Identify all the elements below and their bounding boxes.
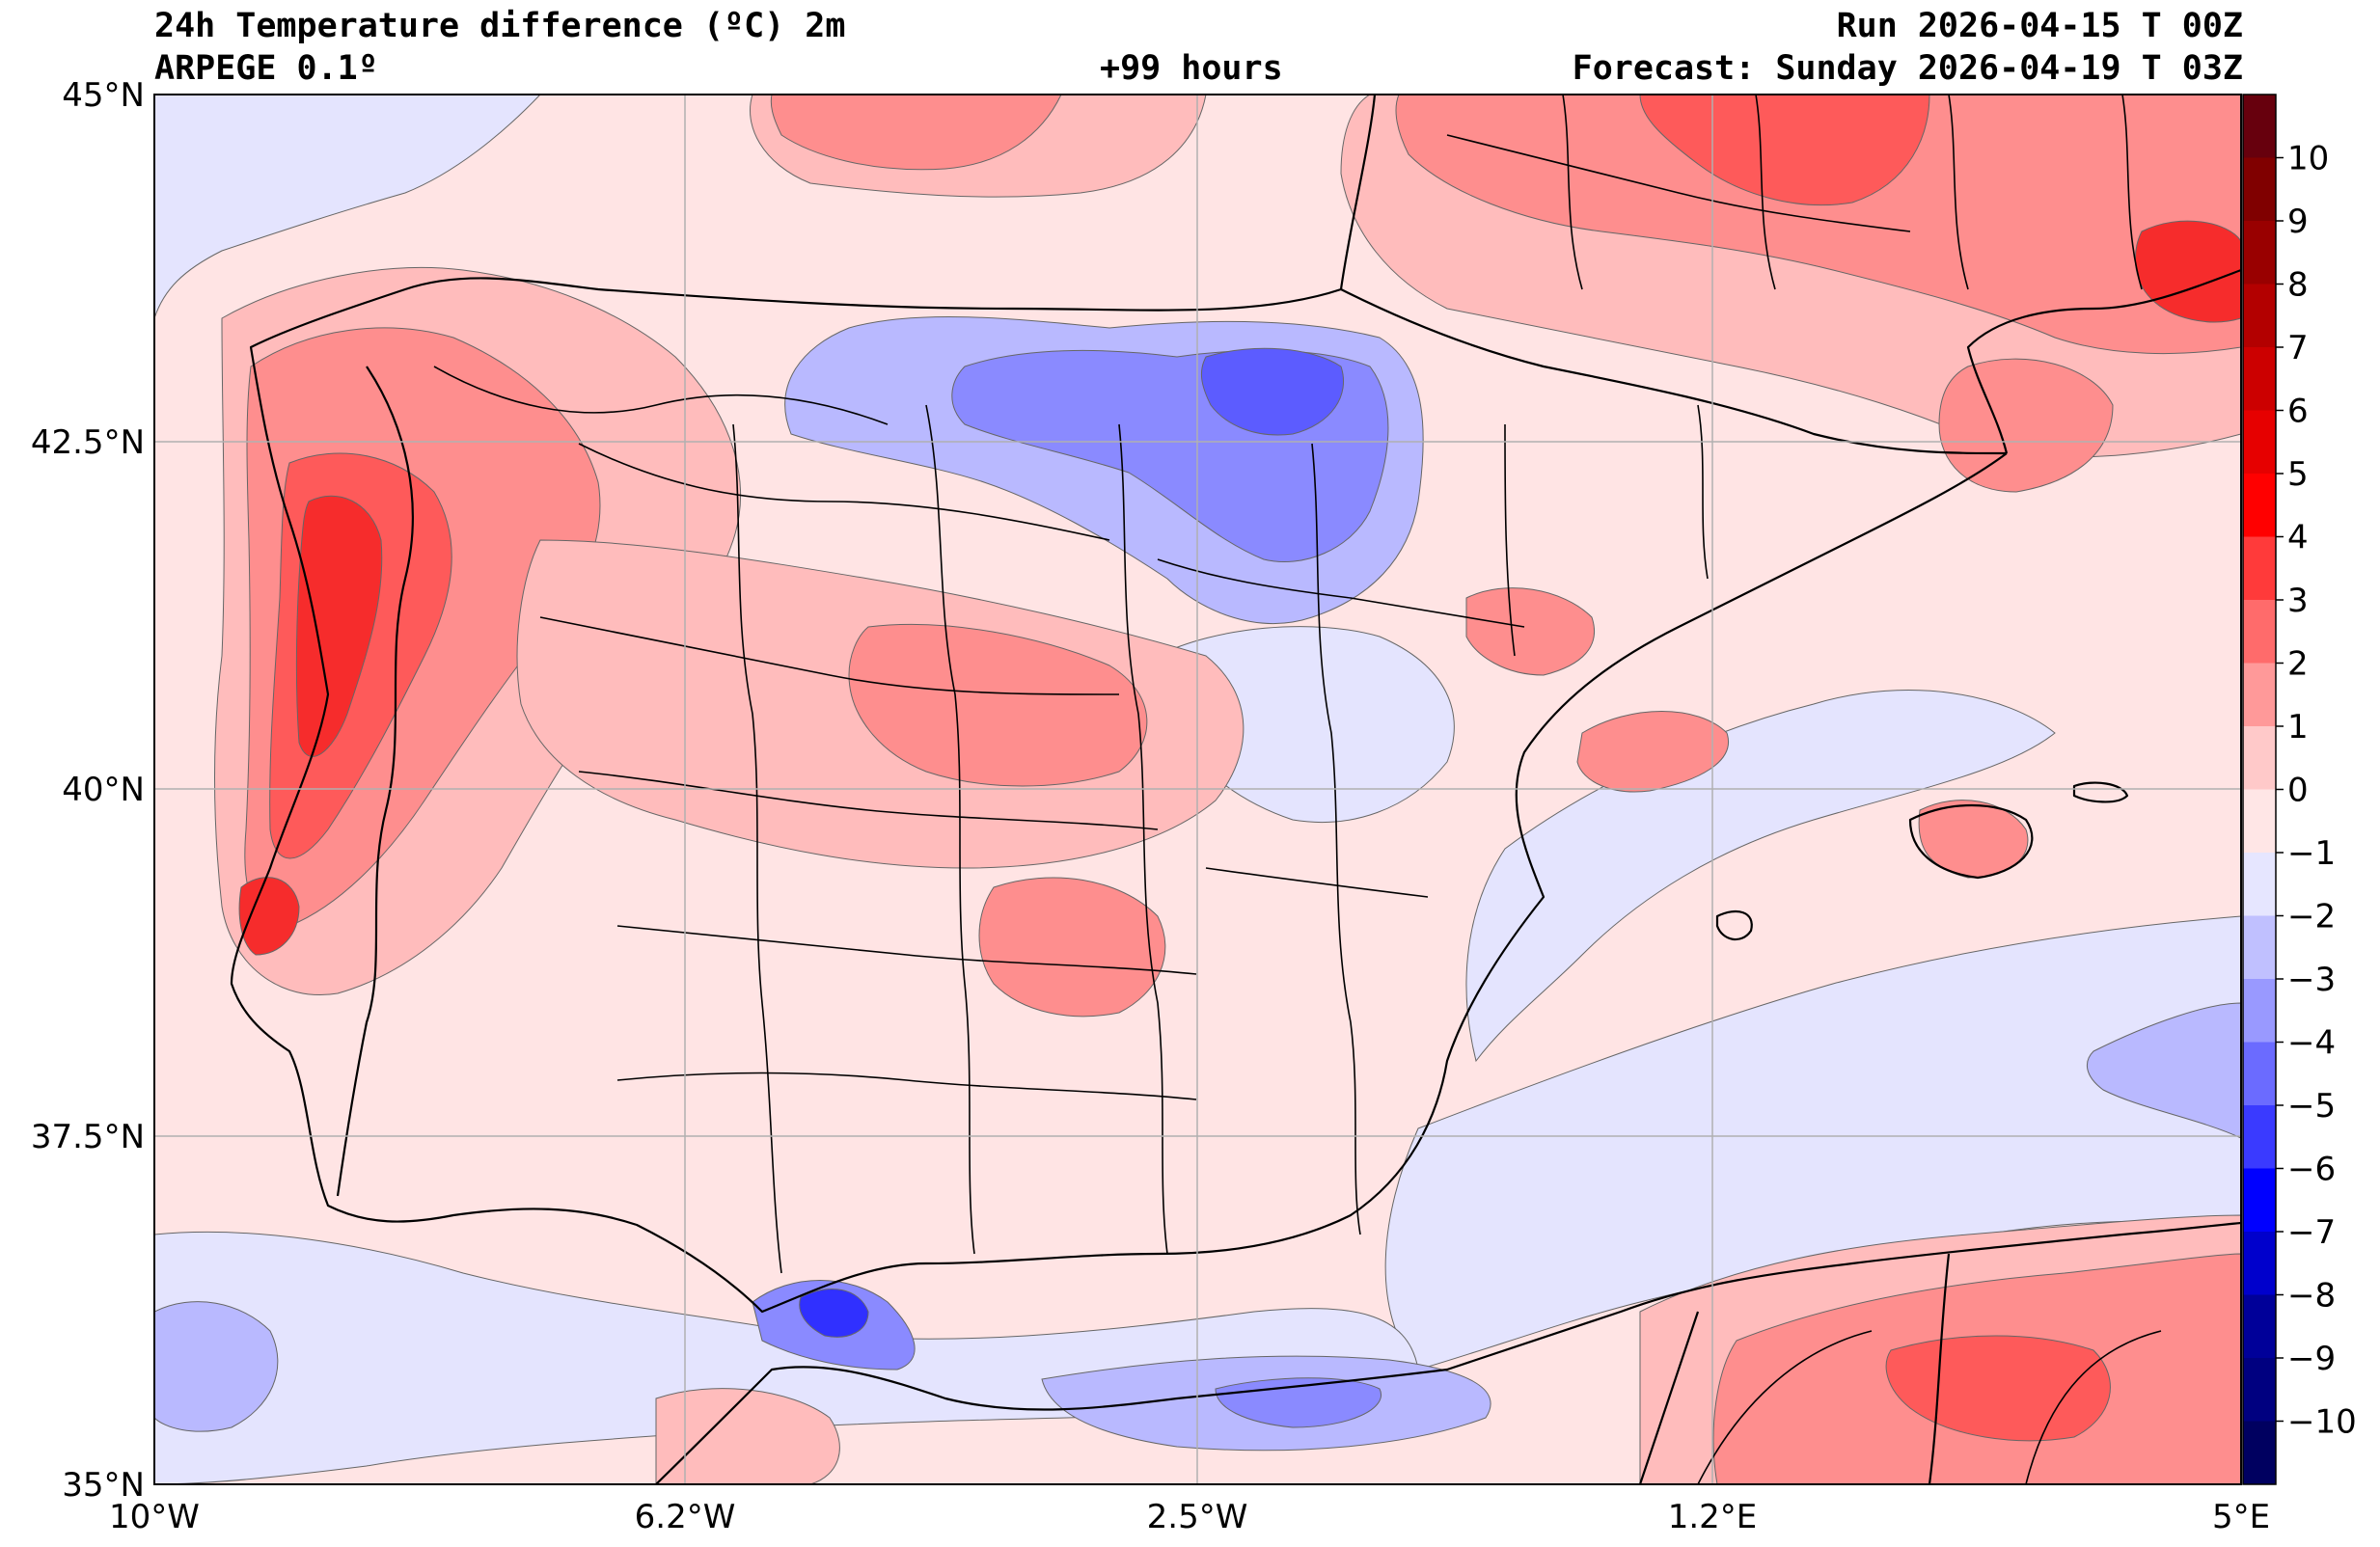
lon-label-5e: 5°E (2212, 1498, 2270, 1536)
colorbar-swatch (2243, 284, 2276, 348)
colorbar-tick-label: 10 (2287, 140, 2329, 178)
colorbar-swatch (2243, 1105, 2276, 1169)
model-label: ARPEGE 0.1º (154, 49, 378, 88)
colorbar-tick-label: −2 (2287, 898, 2336, 936)
warm-anomaly-castellon (1576, 711, 1729, 793)
lead-time-label: +99 hours (1100, 49, 1283, 88)
coastline-mallorca (1908, 803, 2034, 880)
warm-anomaly-castilla-mancha (978, 877, 1166, 1018)
colorbar-tick-label: −4 (2287, 1024, 2336, 1063)
colorbar-swatch (2243, 1168, 2276, 1233)
colorbar-tick-label: 8 (2287, 266, 2309, 305)
border-spain-portugal (336, 366, 414, 1197)
warm-anomaly-france-level2 (1395, 95, 2241, 355)
colorbar-swatch (2243, 1042, 2276, 1106)
cool-anomaly-gibraltar-core (799, 1289, 869, 1338)
colorbar-swatch (2243, 410, 2276, 475)
colorbar-swatch (2243, 1358, 2276, 1422)
map-title: 24h Temperature difference (ºC) 2m (154, 7, 846, 45)
colorbar-swatch (2243, 1232, 2276, 1295)
warm-anomaly-morocco (655, 1388, 840, 1484)
colorbar-tick-label: −6 (2287, 1151, 2336, 1189)
colorbar-tick-label: 4 (2287, 519, 2309, 557)
colorbar-swatch (2243, 663, 2276, 727)
warm-anomaly-catalonia (1938, 358, 2114, 493)
colorbar-swatch (2243, 915, 2276, 980)
warm-anomaly-atlantic-north-core (770, 95, 1062, 171)
colorbar-tick-label: 3 (2287, 582, 2309, 620)
lat-label-35n: 35°N (62, 1466, 145, 1505)
colorbar-swatch (2243, 600, 2276, 664)
colorbar-tick-label: −3 (2287, 961, 2336, 999)
colorbar-tick-label: −5 (2287, 1087, 2336, 1126)
lon-label-2-5w: 2.5°W (1147, 1498, 1248, 1536)
colorbar-swatch (2243, 347, 2276, 411)
lon-label-1-2e: 1.2°E (1668, 1498, 1758, 1536)
warm-anomaly-central-level2 (848, 623, 1148, 787)
coastline-france (1966, 268, 2241, 454)
cool-region-northwest-atlantic (154, 95, 541, 319)
colorbar-swatch (2243, 789, 2276, 854)
lat-label-42-5n: 42.5°N (31, 423, 145, 462)
colorbar-swatch (2243, 95, 2276, 158)
colorbar-tick-label: −10 (2287, 1403, 2357, 1442)
warm-anomaly-valencia (1465, 587, 1596, 676)
colorbar-tick-label: −9 (2287, 1340, 2336, 1378)
coastline-menorca (2072, 781, 2129, 803)
cool-region-alboran (154, 1231, 1419, 1484)
cool-anomaly-north-level3 (1200, 347, 1345, 436)
warm-anomaly-africa-core (1885, 1335, 2111, 1442)
coastline-iberia (230, 95, 2008, 1314)
colorbar-swatch (2243, 474, 2276, 537)
province-boundaries (433, 95, 2162, 1484)
lat-label-45n: 45°N (62, 76, 145, 115)
cool-anomaly-southwest (154, 1301, 279, 1432)
colorbar-tick-label: 0 (2287, 772, 2309, 810)
run-label: Run 2026-04-15 T 00Z (1836, 7, 2243, 45)
map-header: 24h Temperature difference (ºC) 2m ARPEG… (0, 0, 2380, 93)
lon-label-10w: 10°W (109, 1498, 200, 1536)
colorbar-tick-label: 9 (2287, 203, 2309, 241)
lat-label-37-5n: 37.5°N (31, 1118, 145, 1156)
warm-anomaly-lisbon (238, 877, 300, 956)
coastline-north-africa (655, 1221, 2241, 1484)
colorbar-swatch (2243, 221, 2276, 285)
colorbar-swatch (2243, 726, 2276, 790)
colorbar-tick-label: 6 (2287, 393, 2309, 431)
colorbar-swatch (2243, 853, 2276, 916)
map-frame (153, 94, 2242, 1485)
coastline-ibiza (1715, 909, 1753, 941)
lat-label-40n: 40°N (62, 771, 145, 809)
colorbar-swatch (2243, 979, 2276, 1043)
forecast-label: Forecast: Sunday 2026-04-19 T 03Z (1572, 49, 2243, 88)
colorbar-swatch (2243, 1294, 2276, 1359)
colorbar-tick-label: −8 (2287, 1277, 2336, 1316)
colorbar-tick-label: −1 (2287, 834, 2336, 873)
colorbar-tick-label: 1 (2287, 708, 2309, 746)
colorbar-swatch (2243, 157, 2276, 222)
cool-anomaly-east-sea (2086, 1002, 2241, 1139)
colorbar-tick-label: −7 (2287, 1213, 2336, 1252)
colorbar-swatch (2243, 1421, 2276, 1485)
border-spain-france (1340, 288, 2008, 455)
temperature-difference-map (154, 95, 2241, 1484)
colorbar-tick-label: 2 (2287, 645, 2309, 684)
colorbar-tick-label: 5 (2287, 455, 2309, 494)
coastline-borders (230, 95, 2241, 1484)
lon-label-6-2w: 6.2°W (635, 1498, 736, 1536)
gridlines (154, 95, 2241, 1484)
colorbar-swatch (2243, 536, 2276, 601)
colorbar-tick-label: 7 (2287, 329, 2309, 367)
border-north-africa (1638, 1253, 1951, 1484)
